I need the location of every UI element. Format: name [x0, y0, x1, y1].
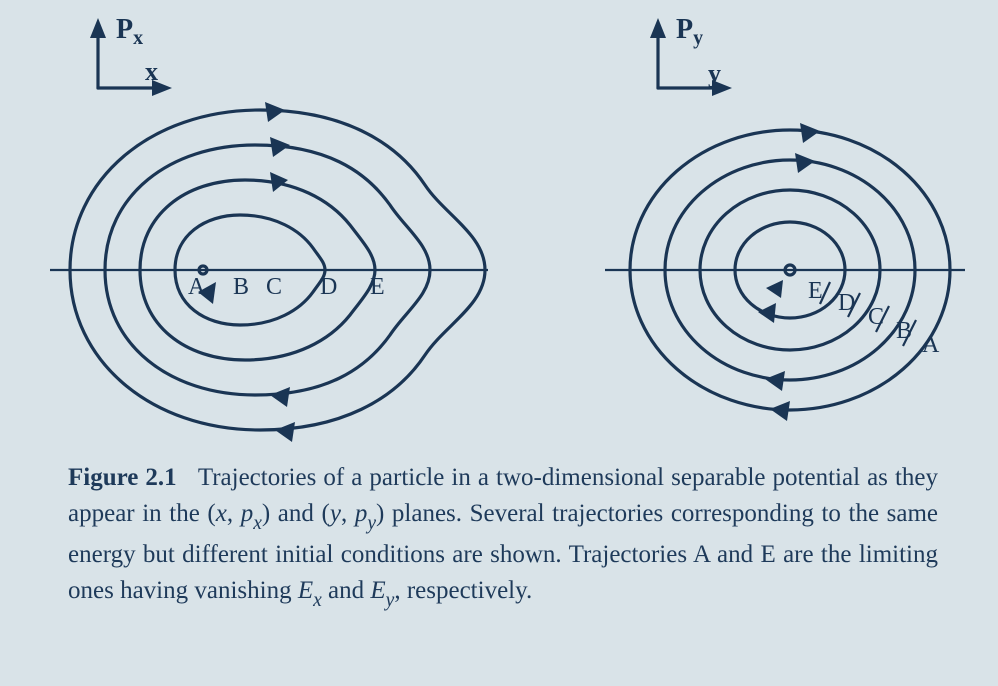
left-orbit-labels: A B C D E: [188, 274, 385, 300]
caption-t4: and: [322, 577, 371, 604]
caption-t5: , respectively.: [394, 577, 532, 604]
label-left-C: C: [266, 274, 282, 300]
label-right-C: C: [868, 304, 884, 330]
label-left-E: E: [370, 274, 385, 300]
label-left-A: A: [188, 274, 206, 300]
right-axis-p-label: Py: [676, 14, 703, 49]
caption-Ex-E: E: [298, 577, 313, 604]
label-left-D: D: [320, 274, 337, 300]
right-axes: Py y: [650, 14, 732, 96]
right-axis-y-label: y: [708, 59, 721, 88]
right-orbit-labels: E D C B A: [808, 278, 940, 358]
left-axis-p-label: Px: [116, 14, 143, 49]
label-right-A: A: [922, 332, 940, 358]
caption-Ey-y: y: [386, 590, 395, 611]
figure-diagram: Px x: [30, 10, 968, 450]
caption-comma1: ,: [227, 500, 241, 527]
caption-px-p: p: [241, 500, 254, 527]
right-flow-arrows: [758, 123, 820, 421]
caption-comma2: ,: [341, 500, 355, 527]
label-right-D: D: [838, 290, 855, 316]
caption-Ey-E: E: [370, 577, 385, 604]
label-left-B: B: [233, 274, 249, 300]
phase-space-svg: Px x: [30, 10, 968, 450]
caption-px-x: x: [253, 513, 262, 534]
figure-caption: Figure 2.1 Trajectories of a particle in…: [68, 460, 938, 613]
figure-label: Figure 2.1: [68, 464, 177, 491]
caption-x: x: [216, 500, 227, 527]
caption-Ex-x: x: [313, 590, 322, 611]
left-axes: Px x: [90, 14, 172, 96]
label-right-E: E: [808, 278, 823, 304]
caption-t2: ) and (: [262, 500, 330, 527]
caption-y: y: [330, 500, 341, 527]
page: Px x: [0, 0, 998, 686]
caption-py-y: y: [367, 513, 376, 534]
caption-py-p: p: [355, 500, 368, 527]
left-axis-x-label: x: [145, 57, 158, 86]
